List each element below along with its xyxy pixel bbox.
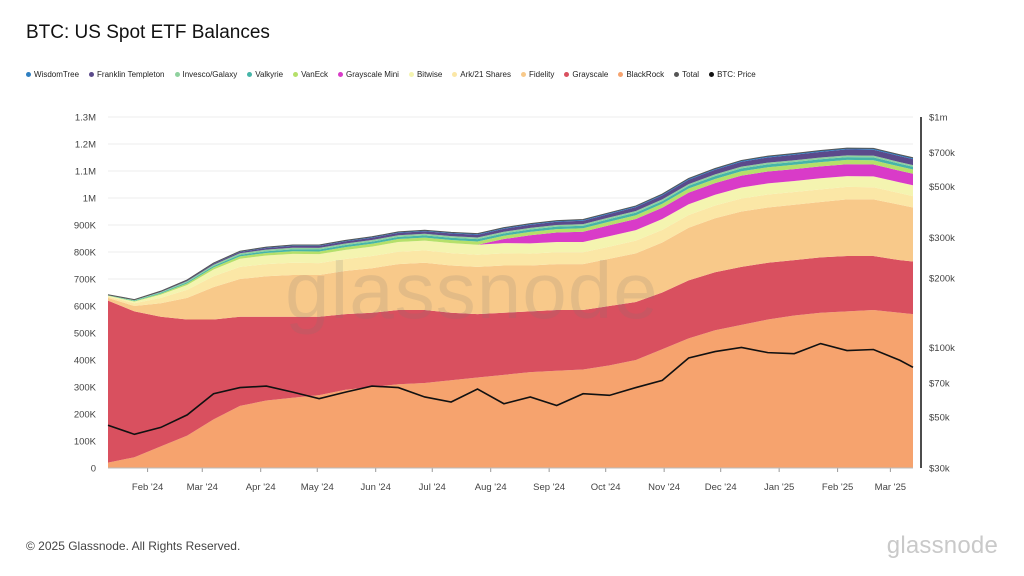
y-right-tick-label: $1m — [929, 113, 948, 124]
legend-dot-icon — [618, 72, 624, 77]
chart-title: BTC: US Spot ETF Balances — [26, 22, 270, 43]
y-left-tick-label: 0 — [91, 464, 96, 475]
legend-label: BlackRock — [626, 70, 665, 79]
chart-legend: WisdomTree Franklin Templeton Invesco/Gala… — [26, 70, 756, 79]
y-right-tick-label: $500k — [929, 182, 955, 193]
legend-item[interactable]: Bitwise — [408, 70, 443, 79]
legend-dot-icon — [26, 72, 31, 77]
x-tick-label: Apr '24 — [246, 482, 276, 493]
legend-label: Invesco/Galaxy — [182, 70, 238, 79]
area-grayscale — [108, 256, 913, 463]
legend-dot-icon — [247, 72, 253, 77]
legend-dot-icon — [89, 72, 95, 77]
legend-dot-icon — [564, 72, 570, 77]
x-tick-label: Mar '24 — [187, 482, 218, 493]
copyright-footer: © 2025 Glassnode. All Rights Reserved. — [26, 539, 241, 553]
y-right-tick-label: $700k — [929, 148, 955, 159]
legend-dot-icon — [408, 72, 414, 77]
price-line — [107, 342, 914, 436]
y-left-tick-label: 1.2M — [75, 140, 96, 151]
legend-dot-icon — [338, 72, 344, 77]
legend-item[interactable]: BTC: Price — [709, 70, 756, 79]
legend-label: Fidelity — [529, 70, 555, 79]
x-tick-label: Sep '24 — [533, 482, 565, 493]
area-fidelity — [108, 199, 913, 320]
x-tick-label: Jul '24 — [419, 482, 446, 493]
legend-dot-icon — [674, 72, 680, 77]
x-tick-label: Feb '24 — [132, 482, 163, 493]
glassnode-logo: glassnode — [886, 532, 998, 559]
legend-item[interactable]: WisdomTree — [26, 70, 79, 79]
legend-item[interactable]: BlackRock — [618, 70, 664, 79]
legend-dot-icon — [709, 72, 715, 77]
legend-label: Valkyrie — [255, 70, 284, 79]
legend-label: Total — [682, 70, 700, 79]
y-left-tick-label: 400K — [74, 356, 97, 367]
chart-area: 0 100K 200K 300K 400K 500K 600K 700K 800K 900K 1M 1… — [74, 113, 955, 494]
legend-item[interactable]: Valkyrie — [247, 70, 283, 79]
x-tick-label: Dec '24 — [705, 482, 737, 493]
y-left-tick-label: 1.1M — [75, 167, 96, 178]
legend-label: Ark/21 Shares — [460, 70, 511, 79]
legend-item[interactable]: VanEck — [293, 70, 328, 79]
legend-label: Franklin Templeton — [97, 70, 165, 79]
legend-label: Bitwise — [416, 70, 443, 79]
legend-label: VanEck — [301, 70, 329, 79]
y-left-tick-label: 1M — [83, 194, 96, 205]
area-ark-21-shares — [108, 186, 913, 306]
legend-dot-icon — [452, 72, 458, 77]
x-tick-label: Jun '24 — [361, 482, 391, 493]
y-left-tick-label: 800K — [74, 248, 97, 259]
y-right-tick-label: $70k — [929, 379, 950, 390]
legend-item[interactable]: Franklin Templeton — [89, 70, 165, 79]
legend-item[interactable]: Grayscale Mini — [338, 70, 399, 79]
legend-dot-icon — [293, 72, 299, 77]
y-right-tick-label: $30k — [929, 464, 950, 475]
x-tick-label: Jan '25 — [764, 482, 794, 493]
legend-item[interactable]: Fidelity — [521, 70, 554, 79]
legend-item[interactable]: Grayscale — [564, 70, 608, 79]
legend-dot-icon — [174, 72, 180, 77]
y-left-tick-label: 100K — [74, 437, 97, 448]
x-tick-label: Aug '24 — [475, 482, 507, 493]
legend-label: Grayscale — [572, 70, 609, 79]
legend-item[interactable]: Total — [674, 70, 699, 79]
x-tick-label: Mar '25 — [875, 482, 906, 493]
x-tick-label: Feb '25 — [822, 482, 853, 493]
y-right-tick-label: $100k — [929, 343, 955, 354]
y-right-tick-label: $300k — [929, 233, 955, 244]
y-right-tick-label: $50k — [929, 412, 950, 423]
y-right-tick-label: $200k — [929, 274, 955, 285]
legend-dot-icon — [521, 72, 526, 77]
legend-label: BTC: Price — [717, 70, 756, 79]
y-left-tick-label: 200K — [74, 410, 97, 421]
legend-label: Grayscale Mini — [346, 70, 399, 79]
y-left-tick-label: 900K — [74, 221, 97, 232]
area-blackrock — [108, 310, 913, 468]
x-tick-label: Nov '24 — [648, 482, 680, 493]
legend-label: WisdomTree — [34, 70, 80, 79]
y-left-tick-label: 1.3M — [75, 113, 96, 124]
y-left-tick-label: 500K — [74, 329, 97, 340]
x-tick-label: May '24 — [301, 482, 334, 493]
x-tick-label: Oct '24 — [591, 482, 621, 493]
y-left-tick-label: 700K — [74, 275, 97, 286]
total-line — [107, 147, 914, 301]
legend-item[interactable]: Ark/21 Shares — [452, 70, 511, 79]
y-left-tick-label: 600K — [74, 302, 97, 313]
legend-item[interactable]: Invesco/Galaxy — [174, 70, 238, 79]
y-left-tick-label: 300K — [74, 383, 97, 394]
